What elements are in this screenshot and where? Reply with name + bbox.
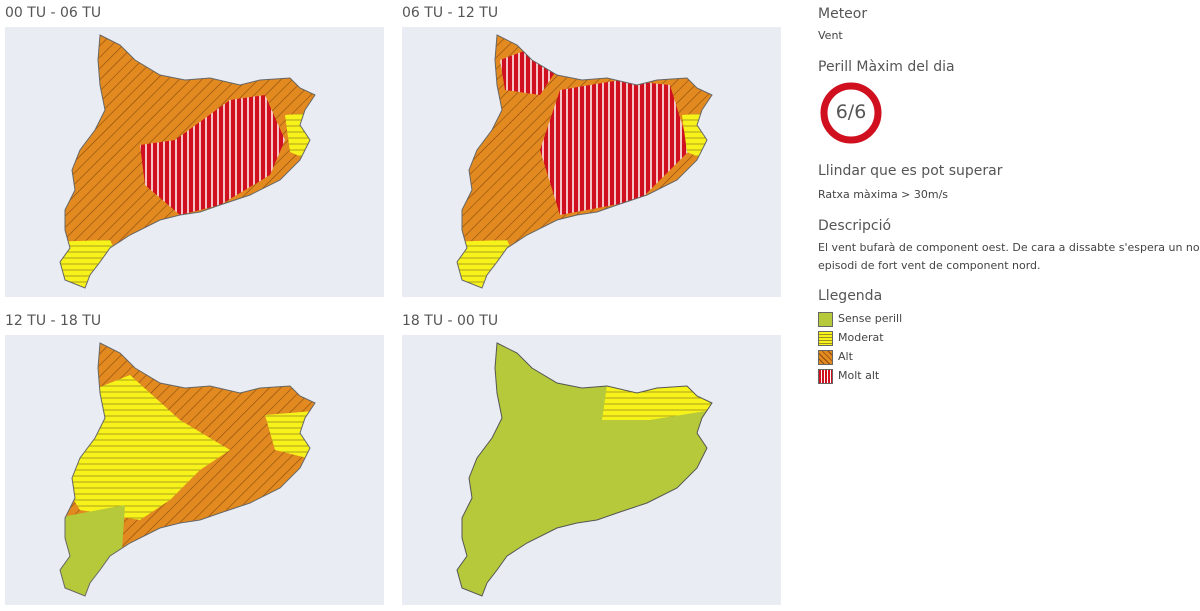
legend-swatch — [818, 369, 833, 384]
panel-title: 12 TU - 18 TU — [5, 313, 102, 329]
legend-label: Sense perill — [838, 312, 903, 325]
legend-label: Moderat — [838, 331, 884, 344]
value: Vent — [818, 29, 843, 42]
panel-title: 18 TU - 00 TU — [402, 313, 499, 329]
legend-label: Alt — [838, 350, 853, 363]
label: Llindar que es pot superar — [818, 163, 1003, 179]
map-panel — [5, 27, 384, 297]
label: Perill Màxim del dia — [818, 59, 955, 75]
panel-title: 06 TU - 12 TU — [402, 5, 499, 21]
legend-label: Molt alt — [838, 369, 880, 382]
map-panel — [5, 335, 384, 605]
value: Ratxa màxima > 30m/s — [818, 188, 949, 201]
label: Meteor — [818, 6, 868, 22]
danger-level: 6/6 — [835, 101, 867, 123]
label: Descripció — [818, 218, 892, 234]
legend-swatch — [818, 331, 833, 346]
map-panel — [402, 335, 781, 605]
panel-title: 00 TU - 06 TU — [5, 5, 102, 21]
danger-ring — [820, 82, 882, 144]
label: Llegenda — [818, 288, 883, 304]
legend-swatch — [818, 312, 833, 327]
description: El vent bufarà de component oest. De car… — [818, 241, 1200, 272]
legend-swatch — [818, 350, 833, 365]
map-panel — [402, 27, 781, 297]
